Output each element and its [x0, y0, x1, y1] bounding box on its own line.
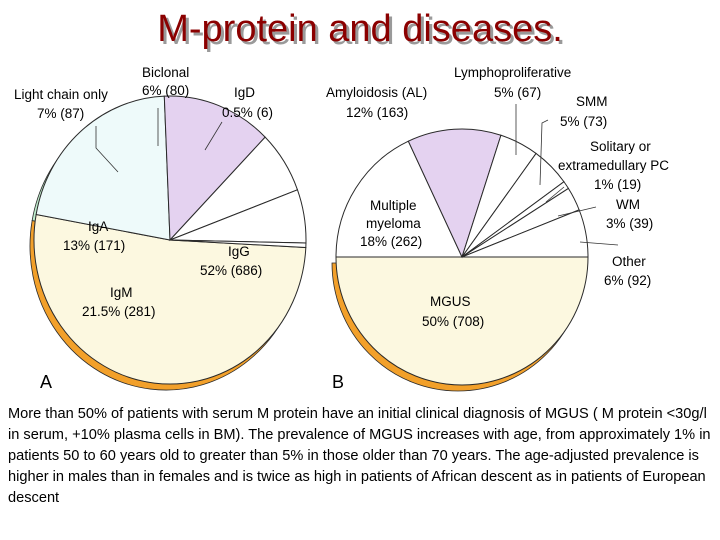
- leader-line-other: [579, 241, 619, 246]
- label-wm-value: 3% (39): [606, 216, 653, 231]
- label-smm-name: SMM: [576, 94, 608, 109]
- pie-a-slice-igm: [35, 95, 171, 241]
- label-wm-name: WM: [616, 197, 640, 212]
- label-iga-name: IgA: [88, 219, 108, 234]
- slide-title: M-protein and diseases.: [157, 8, 563, 50]
- pie-a-slice-iga: [163, 95, 266, 242]
- pie-a-slice-igd: [169, 239, 307, 249]
- leader-line-wm: [557, 206, 597, 217]
- leader-line-light-chain: [95, 126, 119, 173]
- label-amyloidosis-value: 12% (163): [346, 105, 408, 120]
- panel-label-b: B: [332, 372, 344, 392]
- leader-line-solitary: [545, 186, 565, 203]
- pie-b-slice-mgus: [335, 256, 589, 386]
- label-biclonal-name: Biclonal: [142, 65, 189, 80]
- label-other-value: 6% (92): [604, 273, 651, 288]
- pie-b-slice-amyloidosis-al: [407, 128, 502, 259]
- caption-text: More than 50% of patients with serum M p…: [8, 406, 711, 506]
- label-biclonal-value: 6% (80): [142, 83, 189, 98]
- label-solitary-value: 1% (19): [594, 177, 641, 192]
- label-light-chain-name: Light chain only: [14, 87, 108, 102]
- panel-label-a: A: [40, 372, 52, 392]
- label-mgus-name: MGUS: [430, 294, 471, 309]
- label-mm-name-2: myeloma: [366, 216, 421, 231]
- pie-chart-a: [33, 95, 307, 385]
- leader-line-smm: [539, 119, 549, 186]
- label-solitary-l1: Solitary or: [590, 139, 651, 154]
- label-light-chain-value: 7% (87): [37, 106, 84, 121]
- label-solitary-l2: extramedullary PC: [558, 158, 669, 173]
- label-igm-value: 21.5% (281): [82, 304, 156, 319]
- pie-a-slice-igg: [33, 213, 307, 385]
- label-other-name: Other: [612, 254, 646, 269]
- label-mgus-value: 50% (708): [422, 314, 484, 329]
- label-mm-value: 18% (262): [360, 234, 422, 249]
- label-mm-name-1: Multiple: [370, 198, 417, 213]
- label-igg-value: 52% (686): [200, 263, 262, 278]
- label-igm-name: IgM: [110, 285, 133, 300]
- label-amyloidosis-name: Amyloidosis (AL): [326, 85, 427, 100]
- pie-chart-b: [335, 128, 589, 386]
- label-lympho-name: Lymphoproliferative: [454, 65, 571, 80]
- label-iga-value: 13% (171): [63, 238, 125, 253]
- pie-b-slice-other: [461, 209, 589, 258]
- label-smm-value: 5% (73): [560, 114, 607, 129]
- label-igd-name: IgD: [234, 85, 255, 100]
- pie-charts: Light chain only 7% (87) Biclonal 6% (80…: [14, 65, 669, 392]
- label-igd-value: 0.5% (6): [222, 105, 273, 120]
- leader-line-igd: [204, 121, 223, 151]
- label-lympho-value: 5% (67): [494, 85, 541, 100]
- pie-b-slice-multiple-myeloma: [335, 140, 463, 258]
- leader-lines: [95, 104, 619, 246]
- label-igg-name: IgG: [228, 244, 250, 259]
